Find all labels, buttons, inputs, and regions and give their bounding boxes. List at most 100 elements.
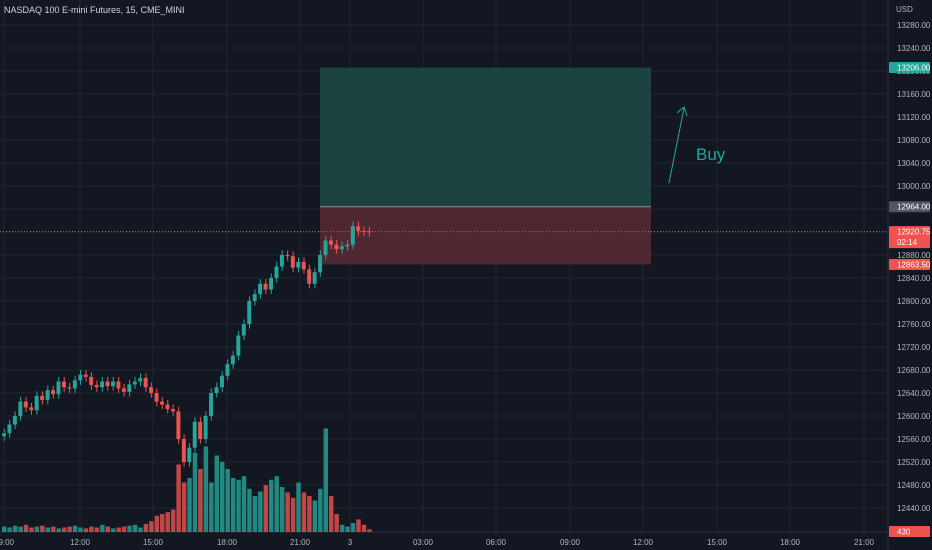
candle-body	[18, 401, 23, 416]
candle-body	[285, 255, 290, 257]
candle-body	[350, 226, 355, 245]
candle-body	[318, 255, 323, 273]
candle-body	[220, 375, 224, 388]
volume-bar	[100, 524, 105, 532]
candle-body	[160, 401, 164, 405]
candle-body	[323, 240, 328, 255]
y-tick-label: 12880.00	[897, 251, 931, 260]
volume-bar	[132, 524, 138, 532]
y-tick-label: 12760.00	[897, 320, 931, 329]
price-tag-label: 430	[897, 528, 911, 537]
volume-bar	[176, 464, 181, 532]
buy-arrow-head	[676, 106, 688, 117]
volume-bar	[170, 509, 176, 532]
volume-bar	[350, 523, 356, 532]
x-tick-label: 12:00	[70, 538, 91, 547]
x-tick-label: 09:00	[0, 538, 15, 547]
candle-body	[356, 226, 361, 231]
volume-bar	[23, 524, 29, 532]
candle-body	[170, 409, 175, 412]
volume-bar	[361, 524, 367, 532]
volume-bar	[78, 527, 83, 532]
candle-body	[34, 395, 39, 411]
candle-body	[138, 378, 143, 382]
volume-bar	[269, 479, 274, 532]
candle-body	[361, 230, 366, 232]
volume-bar	[220, 461, 225, 532]
volume-bar	[56, 528, 61, 532]
volume-bar	[312, 500, 318, 532]
y-tick-label: 12480.00	[897, 481, 931, 490]
volume-bar	[187, 478, 192, 532]
candle-body	[78, 374, 83, 381]
x-tick-label: 18:00	[780, 538, 801, 547]
candle-body	[274, 266, 279, 278]
candle-body	[154, 393, 159, 402]
y-tick-label: 12640.00	[897, 389, 931, 398]
volume-bar	[160, 514, 165, 532]
x-tick-label: 3	[348, 538, 353, 547]
candle-body	[100, 381, 105, 388]
candle-body	[176, 411, 181, 439]
price-tag-label: 12863.50	[897, 260, 931, 269]
volume-bar	[116, 527, 121, 532]
volume-bar	[198, 469, 203, 532]
candle-body	[209, 393, 214, 416]
volume-bar	[94, 527, 100, 532]
candle-body	[312, 272, 317, 284]
volume-bar	[214, 455, 219, 532]
x-tick-label: 18:00	[217, 538, 238, 547]
volume-bar	[236, 479, 241, 532]
volume-bar	[279, 487, 285, 532]
candle-body	[105, 381, 110, 387]
x-tick-label: 06:00	[486, 538, 507, 547]
candle-body	[252, 294, 257, 301]
candle-body	[198, 421, 203, 439]
price-tag	[889, 526, 930, 537]
volume-bar	[149, 521, 154, 532]
volume-bar	[263, 485, 269, 532]
volume-bar	[241, 476, 247, 532]
volume-bar	[181, 482, 187, 532]
volume-bar	[51, 526, 56, 532]
candle-body	[301, 261, 306, 270]
candle-body	[83, 374, 88, 377]
volume-bar	[285, 492, 290, 532]
candle-body	[214, 387, 219, 393]
y-tick-label: 12560.00	[897, 435, 931, 444]
volume-bar	[230, 478, 236, 532]
volume-bar	[225, 469, 230, 532]
candle-body	[29, 407, 34, 411]
candle-body	[247, 301, 252, 324]
x-tick-label: 15:00	[143, 538, 164, 547]
candle-body	[51, 390, 55, 395]
candle-body	[94, 384, 99, 388]
volume-bar	[329, 496, 334, 532]
price-tag-countdown: 02:14	[897, 238, 918, 247]
candle-body	[329, 240, 333, 245]
price-tag	[889, 226, 930, 249]
volume-bar	[203, 446, 209, 532]
price-tag	[889, 258, 930, 270]
volume-bar	[318, 488, 323, 532]
buy-annotation[interactable]: Buy	[696, 145, 726, 164]
volume-bar	[367, 529, 372, 532]
y-tick-label: 13000.00	[897, 182, 931, 191]
currency-label: USD	[896, 5, 913, 14]
profit-zone	[320, 67, 651, 207]
volume-bar	[111, 528, 116, 532]
volume-bar	[154, 515, 160, 532]
candle-body	[127, 384, 132, 392]
y-tick-label: 12520.00	[897, 458, 931, 467]
buy-arrow-line	[668, 107, 685, 184]
volume-bar	[252, 496, 258, 532]
candle-body	[72, 380, 77, 389]
candle-body	[56, 381, 61, 395]
candle-body	[258, 283, 263, 295]
x-tick-label: 12:00	[633, 538, 654, 547]
volume-bar	[67, 526, 72, 532]
volume-bar	[72, 525, 78, 532]
volume-bar	[356, 519, 361, 532]
y-tick-label: 12720.00	[897, 343, 931, 352]
